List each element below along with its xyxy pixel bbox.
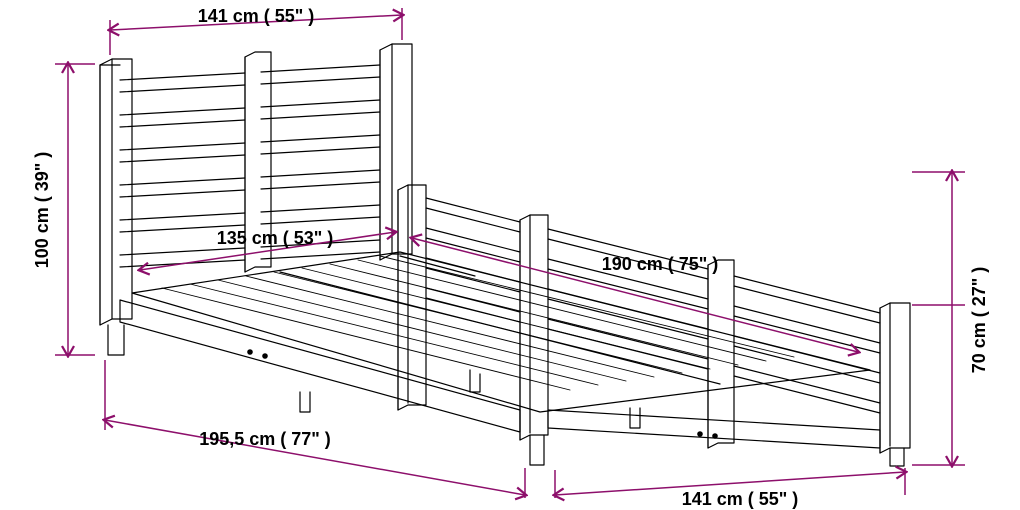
label-bottom-left: 195,5 cm ( 77" ) — [199, 429, 331, 449]
dimension-lines — [55, 8, 965, 498]
bed-frame-drawing — [100, 44, 910, 466]
label-left-height: 100 cm ( 39" ) — [32, 152, 52, 269]
label-inner-length: 190 cm ( 75" ) — [602, 254, 719, 274]
dimension-labels: 141 cm ( 55" ) 100 cm ( 39" ) 135 cm ( 5… — [32, 6, 989, 509]
label-right-height: 70 cm ( 27" ) — [969, 267, 989, 374]
label-bottom-right: 141 cm ( 55" ) — [682, 489, 799, 509]
label-top-width: 141 cm ( 55" ) — [198, 6, 315, 26]
label-inner-width: 135 cm ( 53" ) — [217, 228, 334, 248]
diagram-canvas: 141 cm ( 55" ) 100 cm ( 39" ) 135 cm ( 5… — [0, 0, 1020, 510]
